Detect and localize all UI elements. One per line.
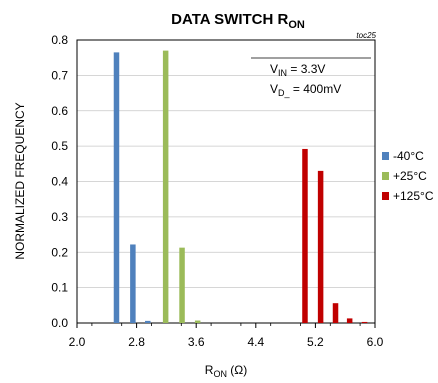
legend-label: -40°C [393, 149, 424, 163]
x-axis-label: RON (Ω) [205, 363, 247, 379]
plot-frame [76, 39, 376, 324]
y-tick-label: 0.0 [51, 316, 68, 330]
y-tick-label: 0.6 [51, 104, 68, 118]
y-ticks: 0.0 0.1 0.2 0.3 0.4 0.5 0.6 0.7 0.8 [51, 33, 68, 330]
bar [145, 320, 151, 323]
bar [317, 170, 324, 323]
y-tick-label: 0.1 [51, 281, 68, 295]
x-tick-label: 3.6 [188, 335, 205, 349]
conditions-annotation: VIN = 3.3V VD_ = 400mV [251, 57, 371, 98]
vd-main: V [270, 82, 278, 96]
x-tick-label: 4.4 [247, 335, 264, 349]
bar [162, 50, 169, 324]
x-axis-label-main: R [205, 363, 214, 377]
x-axis-label-unit: (Ω) [227, 363, 247, 377]
vd-sub: D_ [278, 88, 290, 98]
chart-title: DATA SWITCH RON [171, 11, 305, 31]
bar [113, 52, 120, 323]
vin-main: V [270, 62, 278, 76]
y-tick-label: 0.3 [51, 210, 68, 224]
bar [361, 321, 368, 323]
vin-value: = 3.3V [287, 62, 325, 76]
y-tick-label: 0.4 [51, 175, 68, 189]
bar [346, 318, 353, 323]
x-tick-label: 2.0 [69, 335, 86, 349]
bar [194, 320, 201, 323]
bar [130, 244, 136, 323]
bar [179, 247, 185, 323]
y-tick-label: 0.7 [51, 68, 68, 82]
legend-label: +125°C [393, 189, 434, 203]
x-tick-label: 6.0 [367, 335, 384, 349]
chart-title-main: DATA SWITCH R [171, 11, 288, 28]
legend-swatch [382, 192, 389, 200]
legend: -40°C +25°C +125°C [382, 149, 434, 203]
legend-label: +25°C [393, 169, 427, 183]
vin-annotation: VIN = 3.3V [270, 62, 325, 78]
x-tick-label: 5.2 [307, 335, 324, 349]
vin-sub: IN [278, 68, 287, 78]
chart-tag: toc25 [356, 31, 376, 40]
legend-swatch [382, 172, 389, 180]
vd-annotation: VD_ = 400mV [270, 82, 341, 98]
y-tick-label: 0.5 [51, 139, 68, 153]
x-ticks: 2.0 2.8 3.6 4.4 5.2 6.0 [69, 323, 384, 349]
x-tick-label: 2.8 [128, 335, 145, 349]
y-axis-label: NORMALIZED FREQUENCY [13, 102, 27, 259]
y-tick-label: 0.8 [51, 33, 68, 47]
vd-value: = 400mV [290, 82, 342, 96]
y-tick-label: 0.2 [51, 245, 68, 259]
bars [113, 50, 368, 324]
legend-swatch [382, 152, 389, 160]
x-axis-label-sub: ON [213, 369, 227, 379]
bar [302, 148, 308, 323]
chart-title-sub: ON [288, 19, 305, 31]
grid [77, 74, 375, 289]
bar [332, 303, 339, 323]
